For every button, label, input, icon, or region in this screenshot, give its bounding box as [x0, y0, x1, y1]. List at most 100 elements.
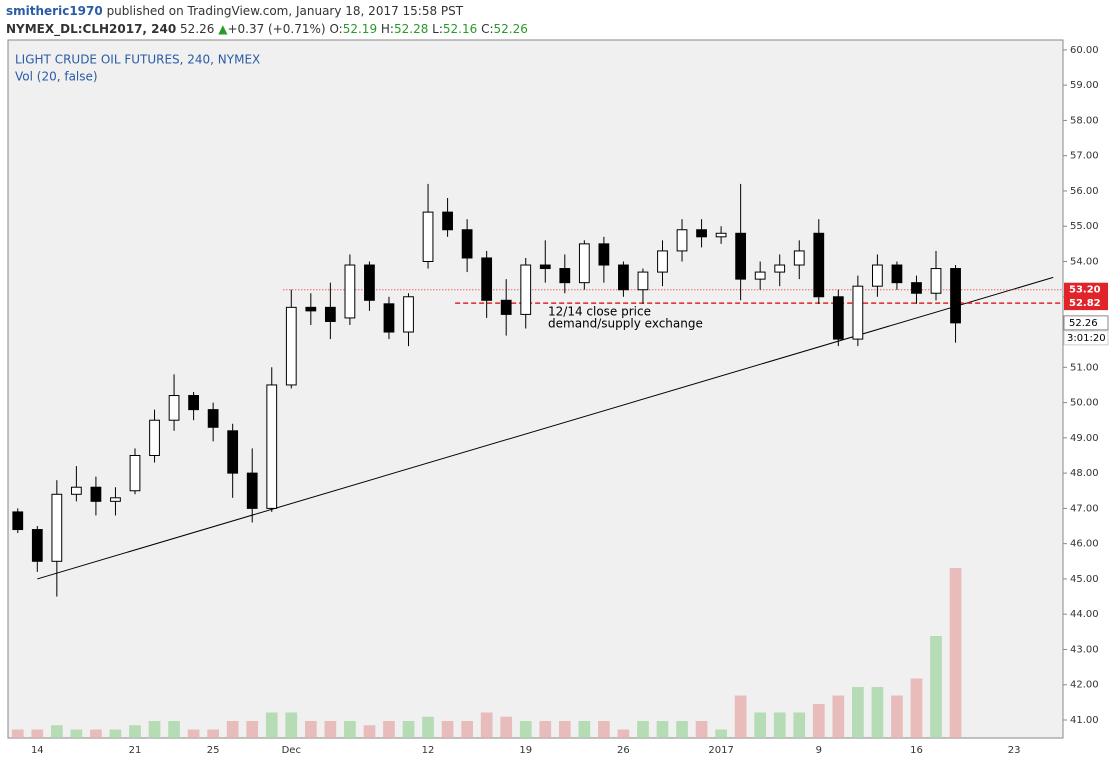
candle-body: [520, 264, 532, 315]
candle-body: [364, 264, 375, 301]
volume-bar: [656, 721, 669, 738]
author[interactable]: smitheric1970: [6, 4, 103, 18]
volume-bar: [265, 712, 278, 738]
arrow: ▲: [218, 22, 228, 36]
candle-body: [774, 264, 786, 273]
volume-bar: [500, 716, 513, 738]
countdown: 3:01:20: [1067, 333, 1106, 344]
candle-body: [129, 454, 141, 492]
x-tick-label: 21: [129, 745, 142, 756]
volume-bar: [910, 678, 923, 738]
volume-bar: [773, 712, 786, 738]
level-label: 52.82: [1069, 298, 1101, 309]
volume-bar: [676, 721, 688, 738]
y-tick-label: 42.00: [1070, 680, 1099, 691]
countdown-box: [1063, 330, 1109, 346]
y-tick-label: 41.00: [1070, 715, 1099, 726]
candle-body: [305, 306, 317, 312]
candle-body: [442, 211, 453, 231]
candle-body: [754, 271, 766, 280]
candle-body: [31, 529, 43, 562]
candle-body: [227, 430, 239, 474]
l-label: L:: [432, 22, 443, 36]
candle-body: [559, 268, 571, 284]
candle-body: [911, 282, 922, 294]
candle-body: [90, 486, 102, 502]
y-tick-label: 45.00: [1070, 574, 1099, 585]
volume-bar: [148, 721, 161, 738]
candle-body: [950, 268, 961, 324]
volume-bar: [285, 712, 298, 738]
volume-bar: [754, 712, 767, 738]
candle-body: [872, 264, 883, 287]
candle-body: [696, 229, 707, 238]
h: 52.28: [394, 22, 428, 36]
l: 52.16: [443, 22, 477, 36]
y-tick-label: 60.00: [1070, 45, 1099, 56]
volume-bar: [558, 721, 571, 738]
level-box: [1064, 296, 1108, 311]
x-tick-label: 25: [207, 745, 220, 756]
candle-body: [51, 493, 63, 562]
volume-bar: [734, 695, 747, 738]
y-tick-label: 44.00: [1070, 609, 1099, 620]
candle-body: [344, 264, 356, 319]
volume-bar: [832, 695, 845, 738]
candle-body: [110, 497, 121, 502]
volume-bar: [715, 729, 727, 738]
volume-bar: [109, 729, 122, 738]
header-line-2: NYMEX_DL:CLH2017, 240 52.26 ▲+0.37 (+0.7…: [6, 22, 528, 37]
last-price-box: [1063, 315, 1109, 331]
volume-bar: [344, 721, 356, 738]
candle-body: [285, 306, 297, 386]
y-tick-label: 47.00: [1070, 503, 1099, 514]
volume-bar: [304, 721, 317, 738]
volume-bar: [637, 721, 649, 738]
candle-body: [813, 232, 825, 298]
candle-body: [12, 511, 24, 531]
candle-body: [207, 409, 219, 428]
candle-body: [852, 285, 864, 340]
level-label: 53.20: [1069, 285, 1101, 296]
y-tick-label: 43.00: [1070, 644, 1099, 655]
candle-body: [657, 250, 668, 273]
volume-bar: [461, 721, 473, 738]
volume-bar: [226, 721, 239, 738]
volume-bar: [480, 712, 493, 738]
candle-body: [715, 232, 727, 238]
volume-bar: [578, 721, 591, 738]
x-tick-label: 16: [910, 745, 923, 756]
volume-bar: [519, 721, 532, 738]
candle-body: [188, 395, 199, 411]
y-tick-label: 49.00: [1070, 433, 1099, 444]
volume-bar: [402, 721, 415, 738]
symbol: NYMEX_DL:CLH2017, 240: [6, 22, 176, 37]
volume-bar: [871, 687, 884, 738]
x-tick-label: 23: [1008, 745, 1021, 756]
published: published on TradingView.com, January 18…: [107, 4, 464, 18]
candle-body: [324, 306, 336, 322]
level-note: 12/14 close price: [548, 305, 651, 319]
x-tick-label: 2017: [708, 745, 733, 756]
trendline: [37, 276, 1054, 580]
x-tick-label: 26: [617, 745, 630, 756]
candle-body: [149, 419, 160, 456]
y-tick-label: 59.00: [1070, 80, 1099, 91]
c-label: C:: [481, 22, 493, 36]
candle-body: [539, 264, 551, 270]
candle-body: [891, 264, 903, 284]
volume-bar: [422, 716, 434, 738]
candle-body: [618, 264, 629, 291]
volume-bar: [324, 721, 337, 738]
header-line-1: smitheric1970 published on TradingView.c…: [6, 4, 464, 18]
volume-layer: [11, 568, 962, 738]
candle-body: [481, 257, 493, 301]
y-tick-label: 57.00: [1070, 151, 1099, 162]
y-tick-label: 55.00: [1070, 221, 1099, 232]
h-label: H:: [381, 22, 394, 36]
volume-bar: [187, 729, 200, 738]
candle-body: [383, 303, 395, 333]
volume-bar: [949, 568, 962, 738]
candle-body: [598, 243, 610, 266]
